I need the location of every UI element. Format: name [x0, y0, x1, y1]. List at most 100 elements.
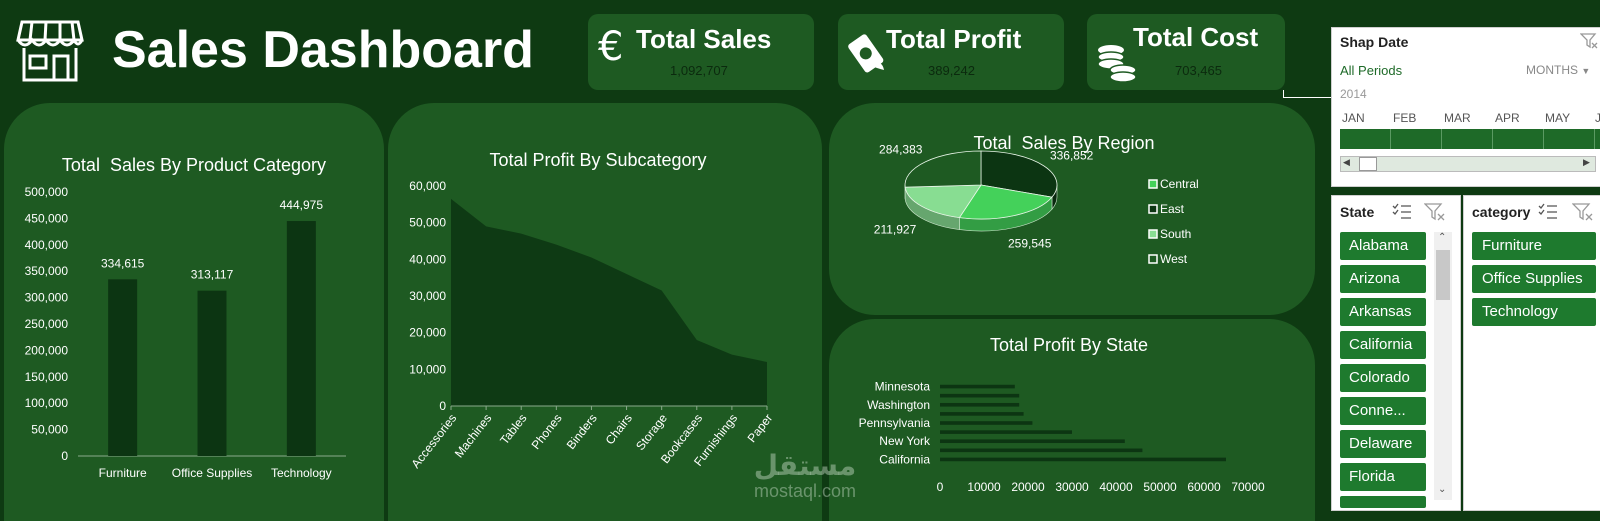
slicer-item-label: California [1349, 336, 1413, 353]
slicer-item[interactable]: Colorado [1340, 364, 1426, 392]
multi-select-icon[interactable] [1392, 202, 1412, 225]
slicer-item[interactable]: Technology [1472, 298, 1596, 326]
x-tick-label: Paper [745, 411, 776, 445]
kpi-total-cost: Total Cost 703,465 [1087, 14, 1285, 90]
slicer-item-partial[interactable] [1340, 496, 1426, 508]
x-tick-label: Chairs [603, 411, 635, 447]
clear-filter-icon[interactable] [1423, 202, 1446, 227]
money-wings-icon [846, 28, 886, 81]
slicer-item[interactable]: California [1340, 331, 1426, 359]
y-tick-label: 10,000 [409, 362, 446, 376]
scroll-up-icon[interactable]: ⌃ [1438, 232, 1447, 243]
scroll-right-icon[interactable]: ▶ [1583, 157, 1590, 167]
slicer-item[interactable]: Florida [1340, 463, 1426, 491]
euro-icon: € [598, 24, 624, 70]
scroll-thumb[interactable] [1359, 157, 1377, 171]
slicer-item[interactable]: Office Supplies [1472, 265, 1596, 293]
clear-filter-icon[interactable] [1571, 202, 1594, 227]
kpi-label: Total Profit [886, 24, 1022, 54]
legend-label: West [1160, 252, 1188, 266]
coins-icon [1095, 40, 1139, 89]
y-tick-label: Pennsylvania [859, 416, 931, 430]
panel-profit-by-subcategory: Total Profit By Subcategory 0 10,000 20,00… [388, 103, 822, 521]
sales-by-region-chart: 336,852 259,545 211,927 284,383 Central East S… [874, 142, 1199, 266]
timeline-connector-tick [1283, 90, 1284, 98]
slicer-item-label: Alabama [1349, 237, 1409, 254]
profit-by-subcategory-chart: 0 10,000 20,000 30,000 40,000 50,000 60,000 Acc… [409, 179, 776, 471]
category-slicer[interactable]: category Furniture Office Supplies Techn… [1463, 195, 1600, 511]
y-tick-label: 20,000 [409, 326, 446, 340]
all-periods-label[interactable]: All Periods [1340, 63, 1403, 78]
kpi-total-sales: € Total Sales 1,092,707 [588, 14, 814, 90]
data-label: 444,975 [280, 198, 324, 212]
scroll-down-icon[interactable]: ⌄ [1438, 484, 1447, 495]
slicer-scrollbar[interactable]: ⌃ ⌄ [1434, 232, 1452, 500]
slicer-title: category [1472, 204, 1531, 220]
timeline-bar[interactable] [1340, 129, 1600, 149]
y-tick-label: 60,000 [409, 179, 446, 193]
y-tick-label: 150,000 [25, 370, 69, 384]
kpi-label: Total Cost [1133, 22, 1259, 52]
y-tick-label: 0 [61, 449, 68, 463]
y-tick-label: California [879, 452, 930, 466]
legend-swatch [1148, 179, 1158, 189]
clear-filter-icon[interactable] [1579, 32, 1598, 55]
slicer-item-label: Office Supplies [1482, 270, 1583, 287]
timeline-connector [1283, 97, 1331, 98]
legend-swatch [1148, 229, 1158, 239]
sales-by-category-chart: 0 50,000 100,000 150,000 200,000 250,000 300,0… [25, 185, 346, 480]
x-tick-label: Tables [497, 411, 529, 447]
data-label: 334,615 [101, 256, 145, 270]
slicer-item[interactable]: Furniture [1472, 232, 1596, 260]
slicer-item[interactable]: Alabama [1340, 232, 1426, 260]
legend-label: East [1160, 202, 1185, 216]
y-tick-label: 250,000 [25, 317, 69, 331]
y-tick-label: Minnesota [875, 380, 931, 394]
slicer-item[interactable]: Delaware [1340, 430, 1426, 458]
chart-title: Total Profit By Subcategory [489, 150, 707, 170]
bar [940, 448, 1143, 453]
multi-select-icon[interactable] [1538, 202, 1558, 225]
timeline-scrollbar[interactable]: ◀ ▶ [1340, 156, 1596, 172]
month-label: JI [1595, 111, 1600, 125]
slicer-item[interactable]: Arkansas [1340, 298, 1426, 326]
panel-sales-by-category: Total Sales By Product Category 0 50,000 1… [4, 103, 384, 521]
data-label: 313,117 [191, 268, 234, 282]
legend-swatch [1148, 254, 1158, 264]
x-tick-label: 30000 [1055, 480, 1089, 494]
bar [940, 457, 1226, 462]
y-tick-label: 30,000 [409, 289, 446, 303]
y-tick-label: 50,000 [31, 423, 68, 437]
scroll-thumb[interactable] [1436, 250, 1450, 300]
slicer-title: State [1340, 204, 1375, 220]
pie-slice [958, 184, 1053, 220]
month-label: APR [1495, 111, 1520, 125]
y-tick-label: 50,000 [409, 216, 446, 230]
time-level-label: MONTHS [1526, 63, 1578, 77]
x-tick-label: Phones [529, 411, 565, 452]
pie-slice [904, 184, 982, 219]
bar [108, 279, 138, 456]
slicer-item[interactable]: Conne... [1340, 397, 1426, 425]
x-tick-label: Storage [633, 411, 670, 453]
data-label: 211,927 [874, 222, 917, 236]
legend-swatch [1148, 204, 1158, 214]
panel-sales-by-region: Total Sales By Region 336,852 259,545 211,… [829, 103, 1315, 315]
state-slicer[interactable]: State Alabama Arizona Arkansas Californi… [1331, 195, 1461, 511]
slicer-item-label: Conne... [1349, 402, 1406, 419]
month-label: JAN [1342, 111, 1365, 125]
date-timeline-slicer[interactable]: Shap Date All Periods MONTHS ▼ 2014 JAN … [1331, 27, 1600, 187]
watermark-latin: mostaql.com [753, 481, 857, 501]
y-tick-label: New York [879, 434, 931, 448]
slicer-item-label: Arizona [1349, 270, 1400, 287]
slicer-title: Shap Date [1340, 34, 1409, 50]
x-tick-label: Accessories [409, 411, 460, 471]
time-level-dropdown[interactable]: MONTHS ▼ [1526, 63, 1590, 77]
slicer-item[interactable]: Arizona [1340, 265, 1426, 293]
y-tick-label: 500,000 [25, 185, 69, 199]
scroll-left-icon[interactable]: ◀ [1343, 157, 1350, 167]
kpi-total-profit: Total Profit 389,242 [838, 14, 1064, 90]
y-tick-label: 300,000 [25, 291, 69, 305]
y-tick-label: 40,000 [409, 252, 446, 266]
month-label: MAY [1545, 111, 1571, 125]
